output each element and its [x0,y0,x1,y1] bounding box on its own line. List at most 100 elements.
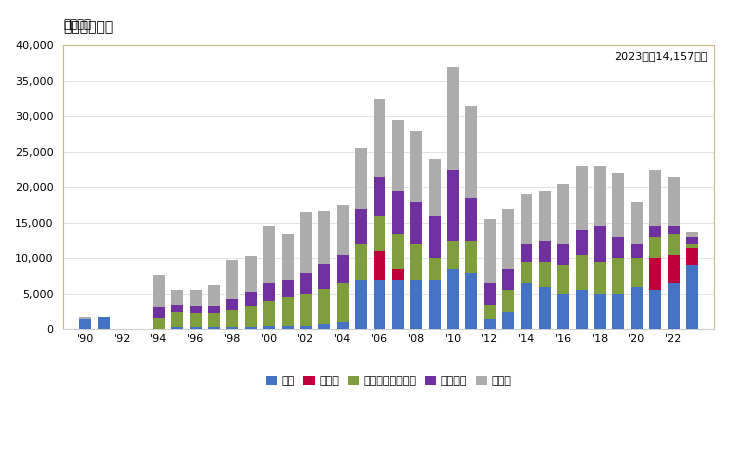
Bar [594,294,606,329]
Bar [539,287,551,329]
Bar [429,280,440,329]
Bar [650,290,661,329]
Bar [447,241,459,269]
Bar [263,226,275,283]
Bar [116,328,128,329]
Bar [410,130,422,202]
Bar [79,317,91,319]
Text: 2023年：14,157トン: 2023年：14,157トン [614,51,707,61]
Bar [686,237,698,244]
Bar [502,312,514,329]
Bar [484,319,496,329]
Bar [410,244,422,280]
Bar [410,202,422,244]
Bar [465,198,477,241]
Bar [631,202,643,244]
Bar [227,299,238,310]
Bar [631,244,643,258]
Bar [447,170,459,241]
Bar [190,313,202,327]
Bar [686,244,698,248]
Bar [153,328,165,329]
Bar [373,280,386,329]
Bar [612,294,625,329]
Bar [337,322,348,329]
Bar [668,226,679,234]
Bar [227,260,238,299]
Bar [337,255,348,283]
Bar [502,290,514,312]
Bar [594,166,606,226]
Bar [392,234,404,269]
Bar [650,237,661,258]
Bar [355,209,367,244]
Bar [557,294,569,329]
Bar [392,280,404,329]
Bar [612,258,625,294]
Bar [631,258,643,287]
Bar [355,244,367,280]
Bar [300,326,312,329]
Bar [484,305,496,319]
Bar [153,275,165,307]
Bar [392,191,404,234]
Bar [373,251,386,280]
Bar [650,170,661,226]
Bar [263,301,275,326]
Bar [465,273,477,329]
Bar [171,312,183,327]
Bar [484,283,496,305]
Bar [355,148,367,209]
Bar [465,106,477,198]
Bar [319,211,330,264]
Bar [447,269,459,329]
Text: 単位トン: 単位トン [63,18,91,31]
Bar [227,310,238,327]
Bar [576,290,588,329]
Bar [539,191,551,241]
Bar [355,280,367,329]
Bar [171,327,183,329]
Bar [557,184,569,244]
Bar [245,306,257,327]
Bar [576,166,588,230]
Bar [539,262,551,287]
Legend: 米国, カナダ, 南アフリカ共和国, ベルギー, その他: 米国, カナダ, 南アフリカ共和国, ベルギー, その他 [261,372,516,391]
Bar [392,120,404,191]
Bar [190,290,202,306]
Bar [208,285,220,306]
Bar [668,234,679,255]
Bar [245,327,257,329]
Bar [631,287,643,329]
Bar [594,226,606,262]
Bar [429,159,440,216]
Bar [281,326,294,329]
Bar [429,216,440,258]
Bar [319,324,330,329]
Bar [521,262,532,283]
Bar [502,269,514,290]
Bar [245,256,257,292]
Bar [668,255,679,283]
Bar [263,326,275,329]
Bar [594,262,606,294]
Bar [668,283,679,329]
Bar [686,248,698,266]
Bar [373,99,386,177]
Bar [190,306,202,313]
Bar [227,327,238,329]
Bar [686,266,698,329]
Bar [429,258,440,280]
Bar [373,177,386,216]
Bar [208,327,220,329]
Bar [392,269,404,280]
Bar [337,205,348,255]
Bar [319,264,330,289]
Bar [300,294,312,326]
Bar [576,230,588,255]
Bar [447,67,459,170]
Bar [281,297,294,326]
Bar [208,306,220,313]
Bar [465,241,477,273]
Bar [171,305,183,312]
